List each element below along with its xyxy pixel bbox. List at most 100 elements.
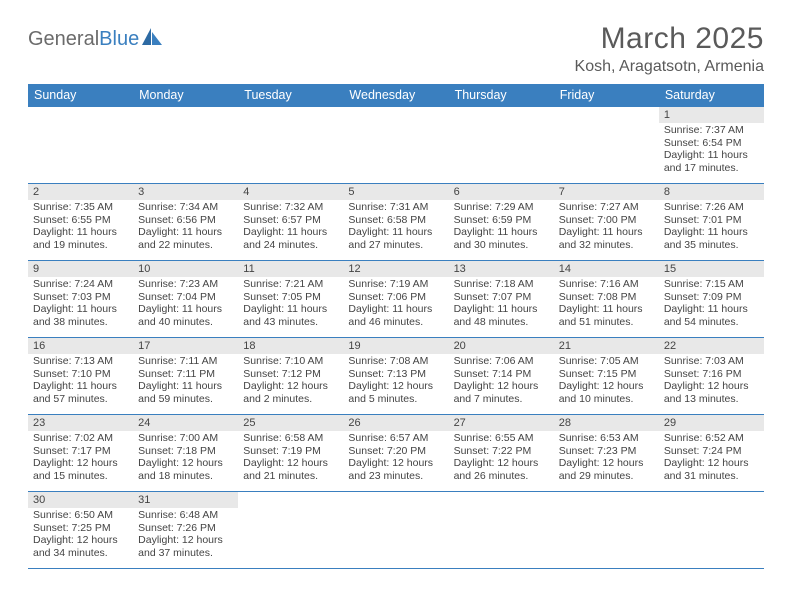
day-details: Sunrise: 6:50 AMSunset: 7:25 PMDaylight:… [28,508,133,561]
day-details: Sunrise: 7:16 AMSunset: 7:08 PMDaylight:… [554,277,659,330]
weekday-header: Monday [133,84,238,107]
day-number: 6 [449,184,554,200]
location-text: Kosh, Aragatsotn, Armenia [575,58,764,76]
day-number: 25 [238,415,343,431]
calendar-day-cell: 8Sunrise: 7:26 AMSunset: 7:01 PMDaylight… [659,184,764,261]
calendar-day-cell: 7Sunrise: 7:27 AMSunset: 7:00 PMDaylight… [554,184,659,261]
day-details: Sunrise: 6:55 AMSunset: 7:22 PMDaylight:… [449,431,554,484]
calendar-week-row: 2Sunrise: 7:35 AMSunset: 6:55 PMDaylight… [28,184,764,261]
day-number: 30 [28,492,133,508]
calendar-day-cell: 18Sunrise: 7:10 AMSunset: 7:12 PMDayligh… [238,338,343,415]
weekday-header: Thursday [449,84,554,107]
logo: GeneralBlue [28,26,163,53]
day-number: 16 [28,338,133,354]
calendar-day-cell: 27Sunrise: 6:55 AMSunset: 7:22 PMDayligh… [449,415,554,492]
day-details: Sunrise: 7:37 AMSunset: 6:54 PMDaylight:… [659,123,764,176]
day-number: 5 [343,184,448,200]
day-details: Sunrise: 7:31 AMSunset: 6:58 PMDaylight:… [343,200,448,253]
day-number: 29 [659,415,764,431]
calendar-week-row: 1Sunrise: 7:37 AMSunset: 6:54 PMDaylight… [28,107,764,184]
calendar-day-cell [343,492,448,569]
day-details: Sunrise: 7:10 AMSunset: 7:12 PMDaylight:… [238,354,343,407]
calendar-day-cell: 31Sunrise: 6:48 AMSunset: 7:26 PMDayligh… [133,492,238,569]
day-details: Sunrise: 7:32 AMSunset: 6:57 PMDaylight:… [238,200,343,253]
day-details: Sunrise: 7:19 AMSunset: 7:06 PMDaylight:… [343,277,448,330]
calendar-day-cell [449,107,554,184]
day-details: Sunrise: 7:00 AMSunset: 7:18 PMDaylight:… [133,431,238,484]
calendar-day-cell: 12Sunrise: 7:19 AMSunset: 7:06 PMDayligh… [343,261,448,338]
logo-text: GeneralBlue [28,28,139,51]
day-details: Sunrise: 7:26 AMSunset: 7:01 PMDaylight:… [659,200,764,253]
day-number: 27 [449,415,554,431]
day-details: Sunrise: 6:53 AMSunset: 7:23 PMDaylight:… [554,431,659,484]
day-details: Sunrise: 7:03 AMSunset: 7:16 PMDaylight:… [659,354,764,407]
day-details: Sunrise: 6:52 AMSunset: 7:24 PMDaylight:… [659,431,764,484]
weekday-header: Wednesday [343,84,448,107]
day-details: Sunrise: 7:27 AMSunset: 7:00 PMDaylight:… [554,200,659,253]
logo-sail-icon [141,26,163,51]
day-details: Sunrise: 7:18 AMSunset: 7:07 PMDaylight:… [449,277,554,330]
calendar-page: GeneralBlue March 2025 Kosh, Aragatsotn,… [0,0,792,569]
day-number: 7 [554,184,659,200]
calendar-day-cell: 19Sunrise: 7:08 AMSunset: 7:13 PMDayligh… [343,338,448,415]
day-number: 8 [659,184,764,200]
calendar-day-cell: 30Sunrise: 6:50 AMSunset: 7:25 PMDayligh… [28,492,133,569]
day-number: 4 [238,184,343,200]
calendar-day-cell [554,107,659,184]
page-title: March 2025 [575,22,764,56]
day-details: Sunrise: 7:06 AMSunset: 7:14 PMDaylight:… [449,354,554,407]
calendar-day-cell: 28Sunrise: 6:53 AMSunset: 7:23 PMDayligh… [554,415,659,492]
calendar-day-cell: 1Sunrise: 7:37 AMSunset: 6:54 PMDaylight… [659,107,764,184]
calendar-day-cell: 5Sunrise: 7:31 AMSunset: 6:58 PMDaylight… [343,184,448,261]
calendar-day-cell: 2Sunrise: 7:35 AMSunset: 6:55 PMDaylight… [28,184,133,261]
day-number: 22 [659,338,764,354]
calendar-day-cell [238,492,343,569]
calendar-day-cell [133,107,238,184]
day-details: Sunrise: 7:23 AMSunset: 7:04 PMDaylight:… [133,277,238,330]
day-number: 24 [133,415,238,431]
day-details: Sunrise: 7:05 AMSunset: 7:15 PMDaylight:… [554,354,659,407]
day-number: 10 [133,261,238,277]
day-details: Sunrise: 7:35 AMSunset: 6:55 PMDaylight:… [28,200,133,253]
calendar-day-cell: 22Sunrise: 7:03 AMSunset: 7:16 PMDayligh… [659,338,764,415]
calendar-day-cell [343,107,448,184]
day-number: 3 [133,184,238,200]
day-details: Sunrise: 7:15 AMSunset: 7:09 PMDaylight:… [659,277,764,330]
day-number: 12 [343,261,448,277]
day-number: 2 [28,184,133,200]
calendar-day-cell [554,492,659,569]
calendar-body: 1Sunrise: 7:37 AMSunset: 6:54 PMDaylight… [28,107,764,569]
logo-text-gray: General [28,28,99,50]
calendar-day-cell: 25Sunrise: 6:58 AMSunset: 7:19 PMDayligh… [238,415,343,492]
day-number: 20 [449,338,554,354]
calendar-day-cell: 3Sunrise: 7:34 AMSunset: 6:56 PMDaylight… [133,184,238,261]
day-details: Sunrise: 7:34 AMSunset: 6:56 PMDaylight:… [133,200,238,253]
calendar-day-cell: 29Sunrise: 6:52 AMSunset: 7:24 PMDayligh… [659,415,764,492]
calendar-table: SundayMondayTuesdayWednesdayThursdayFrid… [28,84,764,569]
day-number: 21 [554,338,659,354]
calendar-day-cell: 23Sunrise: 7:02 AMSunset: 7:17 PMDayligh… [28,415,133,492]
day-number: 17 [133,338,238,354]
calendar-day-cell: 17Sunrise: 7:11 AMSunset: 7:11 PMDayligh… [133,338,238,415]
calendar-day-cell: 4Sunrise: 7:32 AMSunset: 6:57 PMDaylight… [238,184,343,261]
page-header: GeneralBlue March 2025 Kosh, Aragatsotn,… [28,22,764,76]
day-details: Sunrise: 6:58 AMSunset: 7:19 PMDaylight:… [238,431,343,484]
calendar-week-row: 23Sunrise: 7:02 AMSunset: 7:17 PMDayligh… [28,415,764,492]
calendar-header-row: SundayMondayTuesdayWednesdayThursdayFrid… [28,84,764,107]
day-details: Sunrise: 6:48 AMSunset: 7:26 PMDaylight:… [133,508,238,561]
day-number: 23 [28,415,133,431]
day-details: Sunrise: 7:21 AMSunset: 7:05 PMDaylight:… [238,277,343,330]
day-details: Sunrise: 6:57 AMSunset: 7:20 PMDaylight:… [343,431,448,484]
calendar-week-row: 9Sunrise: 7:24 AMSunset: 7:03 PMDaylight… [28,261,764,338]
day-details: Sunrise: 7:29 AMSunset: 6:59 PMDaylight:… [449,200,554,253]
calendar-day-cell [449,492,554,569]
day-details: Sunrise: 7:08 AMSunset: 7:13 PMDaylight:… [343,354,448,407]
day-details: Sunrise: 7:13 AMSunset: 7:10 PMDaylight:… [28,354,133,407]
day-number: 28 [554,415,659,431]
day-details: Sunrise: 7:24 AMSunset: 7:03 PMDaylight:… [28,277,133,330]
calendar-day-cell: 6Sunrise: 7:29 AMSunset: 6:59 PMDaylight… [449,184,554,261]
weekday-header: Sunday [28,84,133,107]
calendar-day-cell [238,107,343,184]
calendar-day-cell: 15Sunrise: 7:15 AMSunset: 7:09 PMDayligh… [659,261,764,338]
day-number: 9 [28,261,133,277]
